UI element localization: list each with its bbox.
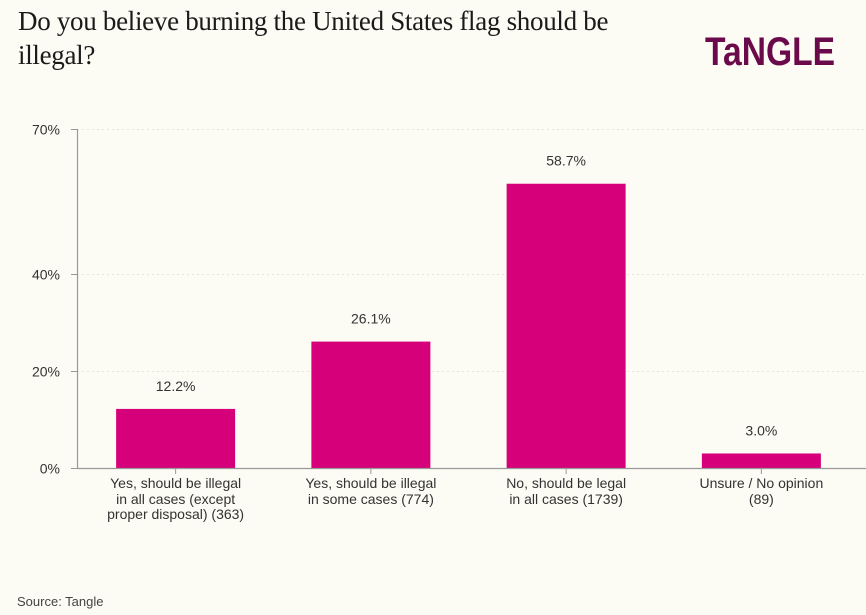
y-axis: 0% 20% 40% 70% [32, 122, 79, 477]
y-tick-label: 0% [40, 461, 60, 477]
x-tick-label: Yes, should be illegal in some cases (77… [305, 475, 437, 507]
chart-title: Do you believe burning the United States… [18, 6, 609, 70]
x-tick-label: Unsure / No opinion (89) [699, 475, 824, 507]
bar-value-label: 12.2% [156, 378, 196, 394]
bar-value-label: 58.7% [546, 153, 586, 169]
bars: 12.2% 26.1% 58.7% 3.0% [116, 153, 821, 468]
x-tick-label: No, should be legal in all cases (1739) [506, 475, 627, 507]
bar [506, 183, 626, 468]
tangle-logo: TaNGLE [705, 30, 835, 70]
y-tick-label: 20% [32, 364, 60, 380]
bar [701, 453, 821, 468]
bar-value-label: 26.1% [351, 311, 391, 327]
logo-text: TaNGLE [705, 30, 835, 70]
bar [116, 408, 236, 468]
x-axis [77, 467, 866, 474]
y-tick-label: 40% [32, 267, 60, 283]
gridlines [77, 129, 866, 372]
x-tick-label: Yes, should be illegal in all cases (exc… [107, 475, 245, 522]
bar-value-label: 3.0% [745, 422, 777, 438]
bar [311, 341, 431, 468]
source-note: Source: Tangle [17, 594, 104, 609]
y-tick-label: 70% [32, 122, 60, 138]
